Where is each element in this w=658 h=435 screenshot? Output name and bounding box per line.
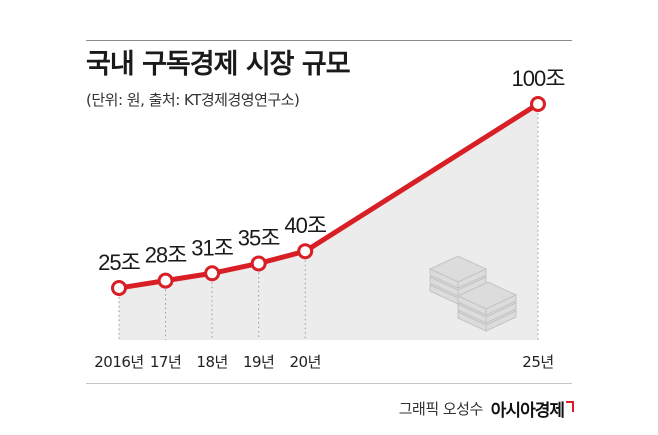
series-markers-layer [111,96,546,296]
data-point-5 [530,96,546,112]
data-label-3: 35조 [238,225,280,250]
brand-mark-icon [566,401,574,412]
x-tick-label-2: 18년 [196,353,227,371]
chart-title: 국내 구독경제 시장 규모 [86,49,351,80]
data-label-5: 100조 [512,66,566,91]
money-stack-icon [428,255,518,332]
data-label-4: 40조 [284,213,326,238]
guide-lines-layer [118,113,539,340]
data-point-0 [111,280,127,296]
x-tick-label-0: 2016년 [94,353,143,371]
brand-name: 아시아경제 [490,401,565,421]
data-point-4 [297,243,314,260]
data-label-2: 31조 [191,235,233,260]
credit-line: 그래픽 오성수 아시아경제 [399,396,574,421]
data-point-1 [157,272,174,289]
x-tick-labels-layer: 2016년 17년 18년 19년 20년 25년 [94,353,554,371]
data-label-1: 28조 [145,243,187,268]
data-labels-layer: 25조 28조 31조 35조 40조 100조 [98,66,566,275]
bottom-rule [86,383,572,384]
x-tick-label-4: 20년 [290,353,321,371]
x-tick-label-5: 25년 [522,353,553,371]
graphic-credit: 그래픽 오성수 [398,400,484,418]
data-point-3 [250,255,267,272]
x-tick-label-3: 19년 [243,353,274,371]
data-label-0: 25조 [98,250,140,275]
data-point-2 [204,265,221,282]
x-tick-label-1: 17년 [150,353,181,371]
chart-subtitle: (단위: 원, 출처: KT경제경영연구소) [86,91,300,109]
brand-logo: 아시아경제 [491,396,574,421]
top-rule [86,40,572,41]
